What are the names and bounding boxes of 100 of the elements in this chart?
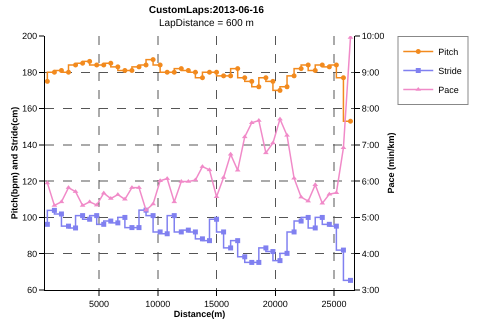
point: [263, 75, 268, 80]
point: [73, 225, 78, 230]
point: [108, 218, 114, 224]
point: [277, 258, 282, 264]
point: [334, 62, 339, 68]
point: [186, 68, 191, 73]
point: [129, 68, 134, 73]
point: [136, 225, 142, 230]
point: [312, 225, 318, 230]
point: [298, 66, 304, 72]
point: [348, 118, 353, 124]
point: [192, 70, 198, 75]
y2-tick-label: 4:00: [362, 248, 380, 259]
point: [284, 132, 290, 137]
y2-tick-label: 5:00: [362, 212, 380, 223]
point: [164, 70, 170, 75]
x-tick-label: 25000: [322, 298, 347, 309]
point: [192, 229, 198, 234]
point: [235, 238, 240, 244]
point: [45, 78, 50, 84]
legend-label: Pitch: [438, 47, 458, 58]
point: [221, 229, 226, 234]
point: [150, 213, 156, 218]
y-axis-title: Pitch(bpm) and Stride(cm): [10, 106, 20, 220]
point: [270, 78, 276, 84]
point: [129, 225, 134, 230]
point: [122, 68, 128, 73]
point: [206, 70, 212, 75]
point: [235, 66, 240, 72]
point: [320, 62, 325, 68]
point: [326, 64, 332, 70]
point: [52, 70, 57, 75]
point: [172, 213, 177, 218]
point: [326, 222, 332, 227]
point: [158, 229, 163, 234]
point: [58, 199, 64, 204]
point: [263, 245, 268, 250]
point: [58, 68, 64, 73]
point: [284, 250, 290, 256]
point: [94, 213, 100, 218]
point: [58, 211, 64, 216]
point: [115, 64, 120, 70]
point: [94, 62, 100, 68]
point: [298, 218, 304, 224]
point: [144, 62, 149, 68]
point: [52, 202, 58, 207]
y2-tick-label: 3:00: [362, 285, 380, 296]
y-tick-label: 200: [22, 31, 38, 42]
point: [256, 84, 262, 90]
point: [256, 260, 262, 265]
point: [228, 73, 234, 78]
point: [200, 75, 205, 80]
chart-title: CustomLaps:2013-06-16: [148, 5, 264, 16]
point: [249, 260, 254, 265]
point: [340, 248, 346, 253]
point: [206, 167, 212, 172]
point: [73, 62, 78, 68]
point: [292, 73, 297, 78]
y2-tick-label: 10:00: [362, 31, 384, 42]
point: [306, 62, 311, 68]
x-tick-label: 5000: [89, 298, 110, 309]
x-tick-label: 20000: [262, 298, 288, 309]
y-tick-label: 160: [22, 104, 38, 114]
y-tick-label: 80: [27, 248, 38, 259]
y-tick-label: 180: [22, 67, 38, 78]
y-tick-label: 60: [27, 285, 38, 296]
point: [115, 220, 120, 226]
point: [164, 231, 170, 236]
point: [206, 238, 212, 244]
y2-tick-label: 7:00: [362, 140, 380, 150]
x-tick-label: 15000: [204, 298, 230, 309]
point: [136, 64, 142, 70]
point: [122, 196, 128, 201]
point: [158, 62, 163, 68]
point: [242, 254, 248, 260]
legend-label: Pace: [438, 85, 459, 96]
point: [122, 214, 128, 220]
point: [87, 58, 92, 64]
x-axis-title: Distance(m): [174, 308, 226, 319]
point: [221, 73, 226, 78]
y2-tick-label: 8:00: [362, 104, 380, 114]
point: [214, 216, 220, 222]
point: [80, 60, 86, 66]
point: [249, 78, 254, 84]
point: [80, 202, 86, 207]
point: [242, 75, 248, 80]
point: [87, 216, 92, 222]
point: [340, 75, 346, 80]
point: [306, 214, 311, 220]
chart-subtitle: LapDistance = 600 m: [159, 18, 254, 30]
point: [312, 68, 318, 73]
point: [292, 229, 297, 234]
point: [186, 228, 191, 233]
point: [101, 222, 106, 227]
point: [101, 62, 106, 68]
point: [66, 224, 71, 229]
point: [45, 222, 50, 227]
y2-axis-title: Pace (min/km): [386, 132, 396, 194]
point: [348, 278, 353, 283]
point: [80, 213, 86, 218]
